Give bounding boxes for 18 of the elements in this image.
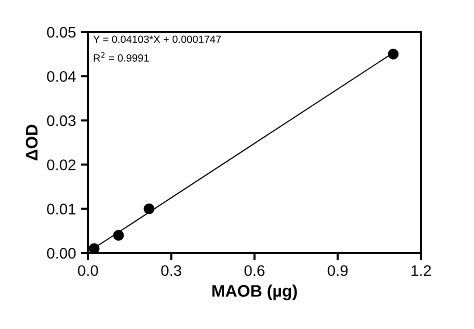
- point: [113, 230, 124, 241]
- x-tick-label: 0.0: [78, 265, 98, 276]
- y-tick-label: 0.00: [47, 248, 76, 259]
- y-axis-title: ΔOD: [26, 124, 38, 160]
- y-tick-label: 0.04: [47, 71, 76, 82]
- y-tick-label: 0.03: [47, 115, 76, 126]
- x-tick-label: 0.3: [161, 265, 182, 276]
- y-tick-label: 0.05: [47, 26, 76, 38]
- point: [144, 203, 154, 214]
- annotation: Y = 0.04103*X + 0.0001747: [93, 36, 221, 43]
- x-tick-label: 0.6: [244, 265, 264, 276]
- y-tick-label: 0.01: [47, 204, 76, 214]
- x-axis-title: MAOB (µg): [212, 284, 297, 300]
- annotation: R$^{2}$ = 0.9991: [94, 52, 149, 62]
- y-tick-label: 0.02: [47, 159, 76, 170]
- point: [388, 48, 399, 60]
- x-tick-label: 1.2: [412, 265, 431, 276]
- x-tick-label: 0.9: [328, 265, 348, 276]
